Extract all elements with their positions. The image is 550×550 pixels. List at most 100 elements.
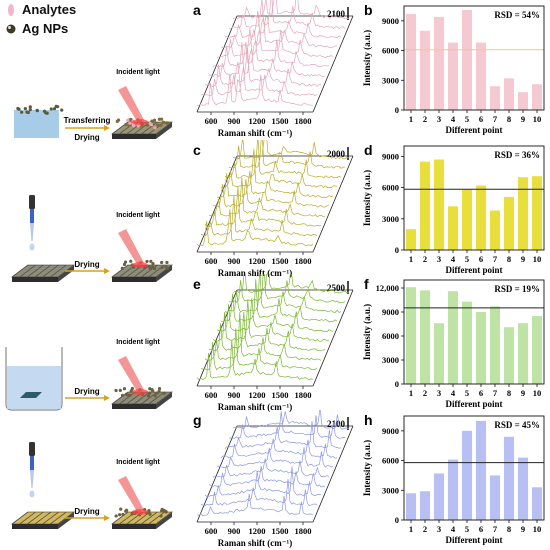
bars — [405, 287, 543, 384]
substrate — [111, 511, 173, 529]
legend: Analytes Ag NPs — [6, 2, 166, 42]
incident-light-label: Incident light — [116, 459, 160, 466]
spectrum-trace — [216, 447, 334, 468]
x-tick-label: 6 — [479, 254, 483, 264]
bar — [503, 436, 515, 520]
ag-np-icon — [6, 24, 16, 33]
spectra-traces — [196, 0, 350, 107]
spectrum-trace — [212, 299, 330, 342]
spectrum-trace — [220, 279, 338, 323]
incident-light-label: Incident light — [116, 69, 160, 76]
depth-axis — [312, 289, 354, 387]
y-tick-label: 0 — [395, 515, 399, 525]
panel-label: h — [364, 412, 373, 428]
spectrum-trace — [232, 410, 350, 430]
x-tick-label: 3 — [437, 524, 441, 534]
x-tick-label: 8 — [507, 114, 511, 124]
panel-label: e — [193, 276, 201, 292]
panel-label: c — [193, 142, 201, 158]
x-tick-label: 2 — [423, 254, 427, 264]
legend-analytes-label: Analytes — [22, 2, 77, 17]
bar — [531, 84, 543, 110]
y-tick-label: 0 — [395, 245, 399, 255]
y-axis-label: Intensity (a.u.) — [362, 170, 372, 226]
rsd-annotation: RSD = 45% — [494, 420, 540, 430]
x-tick-label: 2 — [423, 114, 427, 124]
x-tick-label: 2 — [423, 524, 427, 534]
spectrum-trace — [204, 312, 322, 361]
x-tick-label: 5 — [465, 388, 469, 398]
bar — [503, 78, 515, 110]
x-axis-label: Raman shift (cm⁻¹) — [218, 538, 292, 548]
drying-arrow — [65, 268, 110, 274]
spectrum-trace — [224, 274, 342, 313]
bar — [489, 306, 501, 384]
x-tick-label: 1200 — [249, 526, 266, 536]
plot-frame — [403, 279, 545, 385]
y-tick-label: 9000 — [382, 307, 399, 317]
panel-h-bars: h 0 3000 6000 9000 1 2 3 4 5 6 7 8 9 10 Different point… — [362, 412, 545, 545]
bar — [475, 312, 487, 384]
x-axis-label: Different point — [445, 265, 502, 275]
bar — [531, 176, 543, 250]
y-tick-label: 0 — [395, 105, 399, 115]
x-tick-label: 1800 — [295, 390, 312, 400]
x-tick-label: 1200 — [249, 256, 266, 266]
x-tick-label: 1800 — [295, 526, 312, 536]
x-tick-label: 1200 — [249, 116, 266, 126]
spectrum-trace — [232, 274, 350, 294]
spectrum-trace — [232, 140, 350, 160]
laser-beam — [118, 476, 148, 515]
spectrum-trace — [216, 298, 334, 332]
x-tick-label: 5 — [465, 254, 469, 264]
bar — [447, 291, 459, 384]
spectrum-trace — [200, 328, 318, 371]
x-tick-label: 5 — [465, 524, 469, 534]
x-tick-label: 7 — [493, 254, 498, 264]
spectrum-trace — [208, 465, 326, 488]
analyte-icon — [8, 3, 14, 16]
x-tick-label: 3 — [437, 114, 441, 124]
spectrum-trace — [228, 140, 345, 169]
x-tick-label: 1500 — [272, 256, 289, 266]
spectra-box — [196, 155, 354, 253]
y-tick-label: 6000 — [382, 331, 399, 341]
x-tick-label: 3 — [437, 388, 441, 398]
spectrum-trace — [200, 478, 318, 507]
spectrum-trace — [208, 42, 326, 78]
panel-b-bars: b 0 3000 6000 9000 1 2 3 4 5 6 7 8 9 10 Different point… — [362, 2, 545, 135]
x-tick-label: 4 — [451, 114, 456, 124]
bars — [405, 420, 543, 520]
bar — [489, 86, 501, 110]
laser-beam — [118, 229, 148, 268]
depth-axis — [312, 15, 354, 113]
x-tick-label: 4 — [451, 388, 456, 398]
spectrum-trace — [224, 140, 342, 179]
y-tick-label: 6000 — [382, 456, 399, 466]
step-label: Drying — [74, 260, 99, 269]
x-tick-label: 6 — [479, 524, 483, 534]
x-tick-label: 10 — [533, 254, 542, 264]
bar — [517, 177, 529, 250]
x-tick-label: 9 — [521, 388, 525, 398]
scheme-svg-2: Drying Incident light — [11, 195, 173, 282]
bar — [475, 185, 487, 250]
bar — [503, 327, 515, 384]
beaker-icon — [5, 347, 63, 411]
spectrum-trace — [196, 339, 314, 381]
x-tick-label: 5 — [465, 114, 469, 124]
x-tick-label: 10 — [533, 524, 542, 534]
floating-particles — [16, 104, 64, 115]
x-tick-label: 1200 — [249, 390, 266, 400]
x-tick-label: 7 — [493, 114, 498, 124]
bar — [405, 287, 417, 384]
spectrum-trace — [212, 458, 330, 478]
left-edge — [196, 425, 238, 523]
y-tick-label: 6000 — [382, 183, 399, 193]
scale-bar-value: 2100 — [327, 9, 346, 19]
plot-frame — [403, 145, 545, 251]
step-label: Drying — [74, 507, 99, 516]
bar — [489, 475, 501, 520]
